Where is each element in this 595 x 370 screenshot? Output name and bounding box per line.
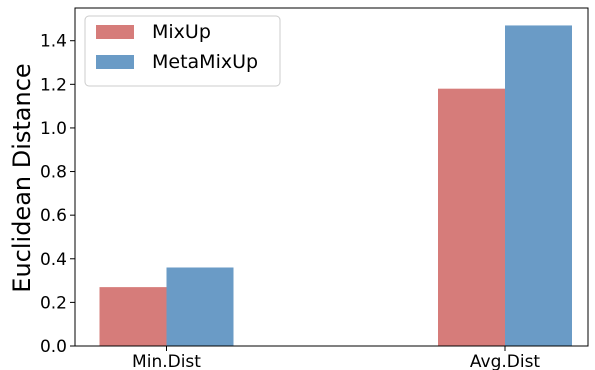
legend-label-mixup: MixUp [152,21,211,43]
plot-frame [74,7,589,347]
bar-metamixup-min-dist [166,267,234,346]
y-tick-label: 0.4 [40,250,67,270]
x-tick-label: Min.Dist [132,352,201,370]
legend: MixUp MetaMixUp [84,15,281,87]
bar-mixup-min-dist [99,287,167,346]
y-tick-label: 0.2 [40,293,67,313]
legend-label-metamixup: MetaMixUp [152,51,258,73]
bars-group [99,25,572,347]
bar-metamixup-avg-dist [505,25,572,347]
y-tick-label: 1.2 [40,75,67,95]
x-tick-label: Avg.Dist [470,352,541,370]
y-tick-label: 0.8 [40,163,67,183]
y-axis-label: Euclidean Distance [8,63,36,292]
y-tick-label: 0.0 [40,337,67,357]
legend-swatch-mixup [96,25,134,39]
y-tick-label: 0.6 [40,206,67,226]
x-axis: Min.Dist Avg.Dist [132,346,540,370]
legend-swatch-metamixup [96,55,134,69]
y-tick-label: 1.0 [40,119,67,139]
y-tick-label: 1.4 [40,32,67,52]
bar-mixup-avg-dist [438,88,505,346]
y-axis: 0.0 0.2 0.4 0.6 0.8 1.0 1.2 1.4 [40,32,75,357]
